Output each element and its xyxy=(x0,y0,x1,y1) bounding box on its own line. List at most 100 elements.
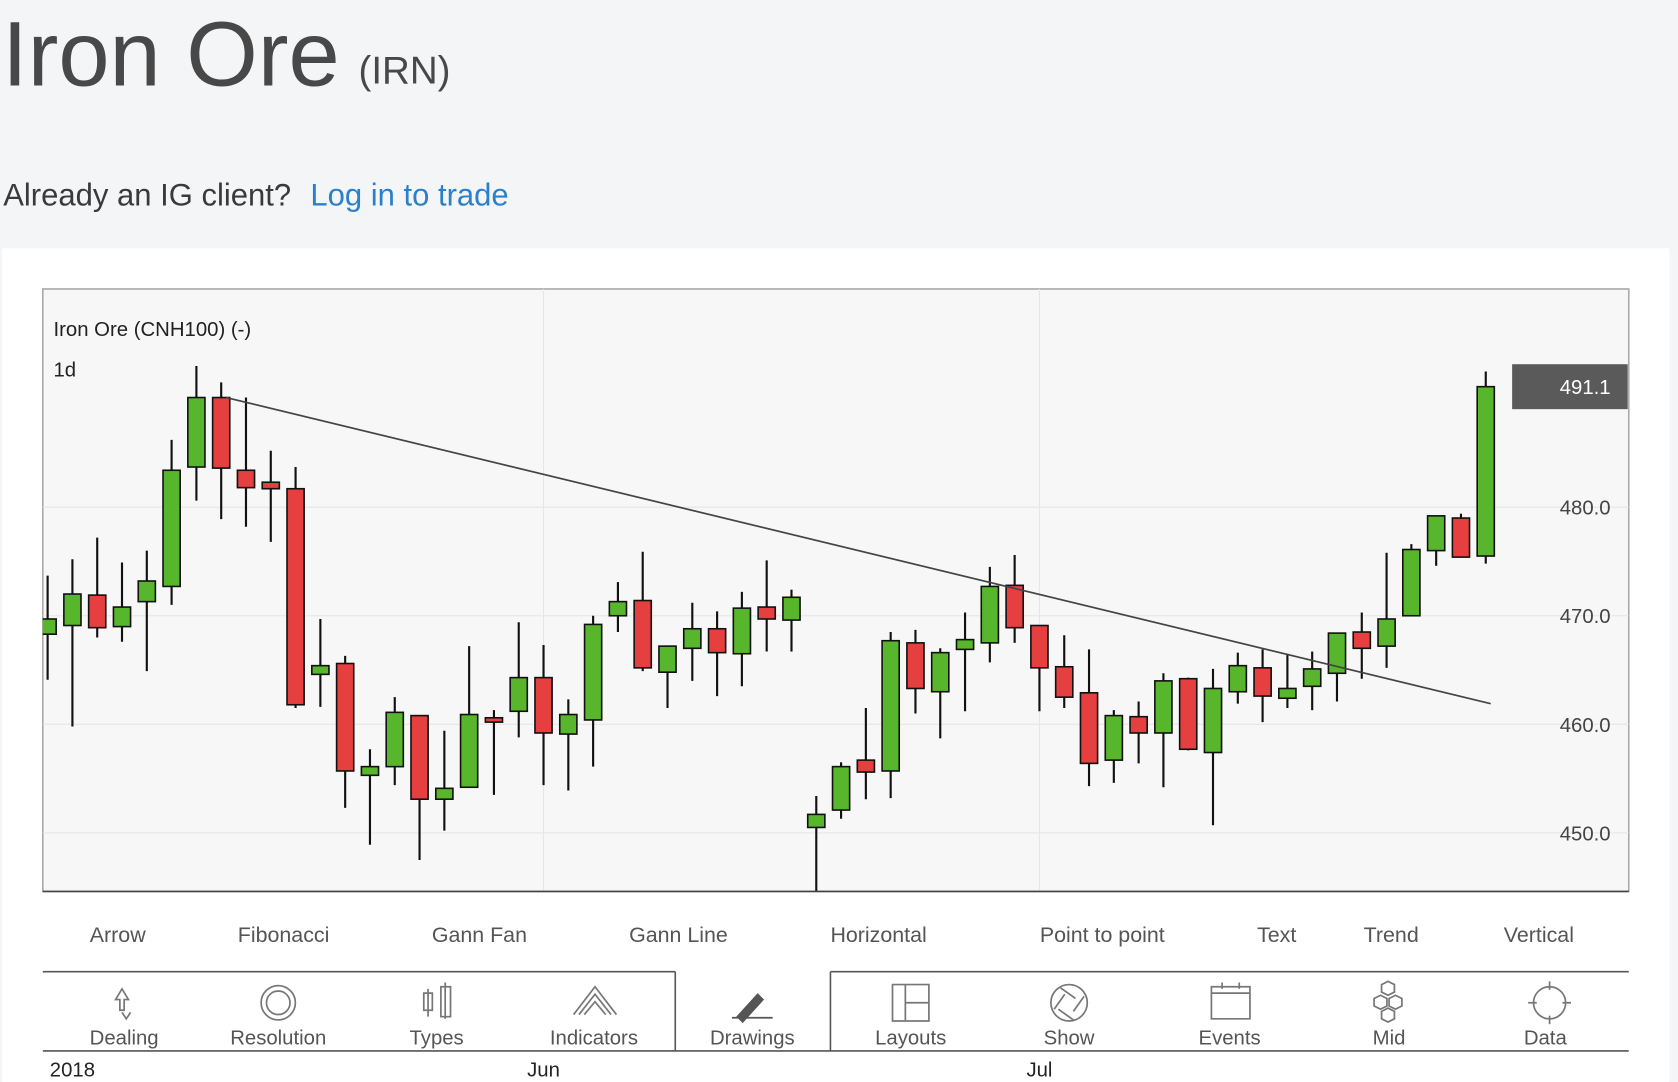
candle-body xyxy=(658,645,677,673)
y-tick-label: 480.0 xyxy=(1560,498,1611,520)
candle-body xyxy=(42,618,57,635)
candle-body xyxy=(335,662,355,772)
icon-data xyxy=(1528,981,1571,1025)
candle-body xyxy=(534,676,553,734)
icon-types xyxy=(422,982,452,1019)
icon-mid xyxy=(1373,980,1403,1023)
trend-line xyxy=(225,396,1491,705)
candle-body xyxy=(782,596,801,621)
candle-body xyxy=(1079,692,1099,765)
candle-body xyxy=(385,711,405,768)
icon-show xyxy=(1050,983,1089,1022)
candle-body xyxy=(434,787,454,801)
candle-body xyxy=(1129,715,1148,734)
candle-body xyxy=(1278,687,1297,700)
toolbar-item[interactable]: Types xyxy=(409,1028,463,1050)
x-tick-label: Jun xyxy=(527,1060,560,1082)
candle-body xyxy=(831,765,851,811)
login-prompt: Already an IG client? xyxy=(3,178,291,213)
candle-body xyxy=(236,469,256,489)
candle-body xyxy=(1203,687,1223,754)
icon-layouts xyxy=(891,983,930,1022)
chart-title: Iron Ore (CNH100) (-) xyxy=(54,319,252,341)
icon-dealing xyxy=(114,987,132,1021)
drawing-tool[interactable]: Gann Line xyxy=(629,923,728,947)
y-tick-label: 460.0 xyxy=(1560,715,1611,737)
candle-body xyxy=(286,487,305,706)
toolbar-item[interactable]: Indicators xyxy=(550,1028,638,1050)
candle-body xyxy=(360,765,380,777)
login-link[interactable]: Log in to trade xyxy=(310,178,508,213)
ticker: (IRN) xyxy=(359,50,451,93)
toolbar-item-selected[interactable]: Drawings xyxy=(710,1028,795,1050)
toolbar-item[interactable]: Layouts xyxy=(875,1028,946,1050)
candle-body xyxy=(1030,624,1049,669)
drawing-tool[interactable]: Point to point xyxy=(1040,923,1165,947)
candle-body xyxy=(1228,664,1248,693)
candle-body xyxy=(980,585,1000,644)
candle-body xyxy=(806,813,826,829)
candle-body xyxy=(162,469,181,588)
candle-body xyxy=(112,606,132,628)
drawing-tool[interactable]: Arrow xyxy=(90,923,146,947)
candle-body xyxy=(682,627,702,650)
candle-body xyxy=(509,676,529,713)
x-tick-label: Jul xyxy=(1026,1060,1052,1082)
candle-body xyxy=(955,638,975,651)
candle-body xyxy=(633,599,653,669)
y-tick-label: 470.0 xyxy=(1560,606,1611,628)
candle-body xyxy=(583,623,603,721)
candle-body xyxy=(1377,618,1396,647)
candle-body xyxy=(261,481,281,490)
candle-body xyxy=(1302,668,1322,688)
candle-body xyxy=(707,627,727,654)
icon-indicators xyxy=(572,985,618,1016)
toolbar-item[interactable]: Events xyxy=(1199,1028,1261,1050)
drawing-tool[interactable]: Gann Fan xyxy=(432,923,527,947)
candle-body xyxy=(63,593,82,627)
candle-body xyxy=(311,664,330,676)
candle-body xyxy=(187,396,206,468)
drawing-tools: Arrow Fibonacci Gann Fan Gann Line Horizonta… xyxy=(90,923,1574,947)
candle-body xyxy=(1352,631,1372,650)
candle-body xyxy=(1005,584,1025,629)
toolbar-item[interactable]: Data xyxy=(1524,1028,1568,1050)
plot xyxy=(42,288,1629,892)
icon-drawings xyxy=(736,993,765,1024)
candle-body xyxy=(484,716,504,723)
candle-body xyxy=(856,759,876,773)
interval: 1d xyxy=(54,360,77,382)
candle-body xyxy=(930,651,950,693)
drawing-tool[interactable]: Trend xyxy=(1364,923,1419,947)
toolbar-item[interactable]: Mid xyxy=(1373,1028,1406,1050)
candle-body xyxy=(906,642,925,690)
candle-body xyxy=(1178,677,1198,751)
y-tick-label: 450.0 xyxy=(1560,823,1611,845)
page-title: Iron Ore xyxy=(2,3,340,106)
candle-body xyxy=(1154,680,1173,734)
x-tick-label: 2018 xyxy=(50,1060,95,1082)
last-price-label: 491.1 xyxy=(1560,377,1611,399)
candle-body xyxy=(1054,665,1074,698)
icon-show xyxy=(1053,987,1085,1021)
candle-body xyxy=(1253,667,1272,697)
candle-body xyxy=(608,600,628,617)
icon-events xyxy=(1210,982,1251,1020)
toolbar: Dealing Resolution Types Indicators Drawings… xyxy=(90,1028,1568,1050)
candle-body xyxy=(732,607,752,655)
candle-body xyxy=(558,713,578,735)
toolbar-item[interactable]: Show xyxy=(1044,1028,1095,1050)
candle-body xyxy=(1327,632,1347,675)
candle-body xyxy=(1476,385,1496,557)
drawing-tool[interactable]: Fibonacci xyxy=(238,923,330,947)
drawing-tool[interactable]: Horizontal xyxy=(830,923,926,947)
toolbar-item[interactable]: Dealing xyxy=(90,1028,159,1050)
drawing-tool[interactable]: Text xyxy=(1257,923,1296,947)
candle-body xyxy=(87,594,107,629)
toolbar-item[interactable]: Resolution xyxy=(230,1028,326,1050)
candle-body xyxy=(881,639,901,772)
drawing-tool[interactable]: Vertical xyxy=(1504,923,1574,947)
toolbar-icons xyxy=(114,980,1571,1025)
candle-body xyxy=(410,714,429,801)
